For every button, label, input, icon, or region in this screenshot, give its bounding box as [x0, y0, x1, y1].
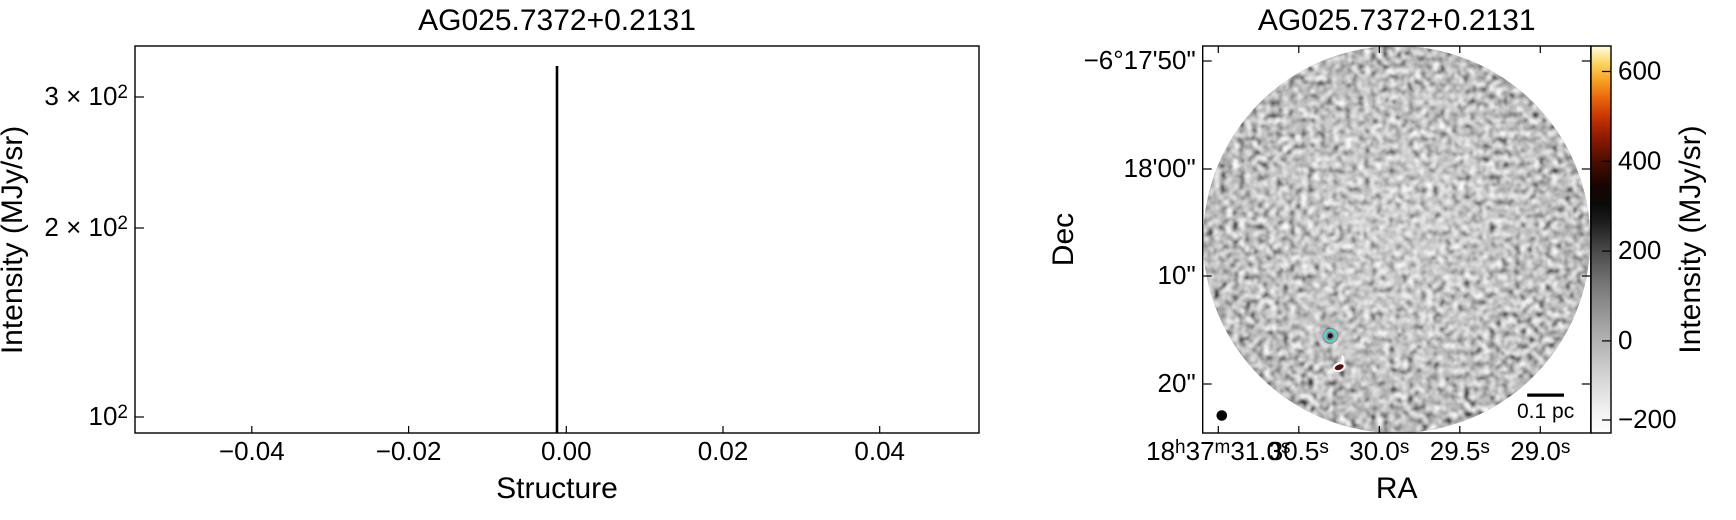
svg-text:10": 10"	[1158, 260, 1196, 290]
svg-text:AG025.7372+0.2131: AG025.7372+0.2131	[1258, 4, 1536, 37]
svg-text:200: 200	[1618, 235, 1661, 265]
svg-text:RA: RA	[1376, 472, 1418, 505]
svg-text:0: 0	[1618, 325, 1632, 355]
svg-text:400: 400	[1618, 145, 1661, 175]
svg-text:29.0s: 29.0s	[1510, 436, 1570, 466]
svg-text:Dec: Dec	[1047, 213, 1080, 266]
svg-text:−200: −200	[1618, 404, 1677, 434]
svg-text:600: 600	[1618, 56, 1661, 86]
svg-text:20": 20"	[1158, 368, 1196, 398]
svg-text:18'00": 18'00"	[1124, 153, 1196, 183]
svg-text:30.5s: 30.5s	[1269, 436, 1329, 466]
svg-text:29.5s: 29.5s	[1430, 436, 1490, 466]
svg-text:30.0s: 30.0s	[1349, 436, 1409, 466]
svg-text:−6°17'50": −6°17'50"	[1084, 45, 1196, 75]
svg-text:Intensity (MJy/sr): Intensity (MJy/sr)	[1674, 125, 1707, 353]
